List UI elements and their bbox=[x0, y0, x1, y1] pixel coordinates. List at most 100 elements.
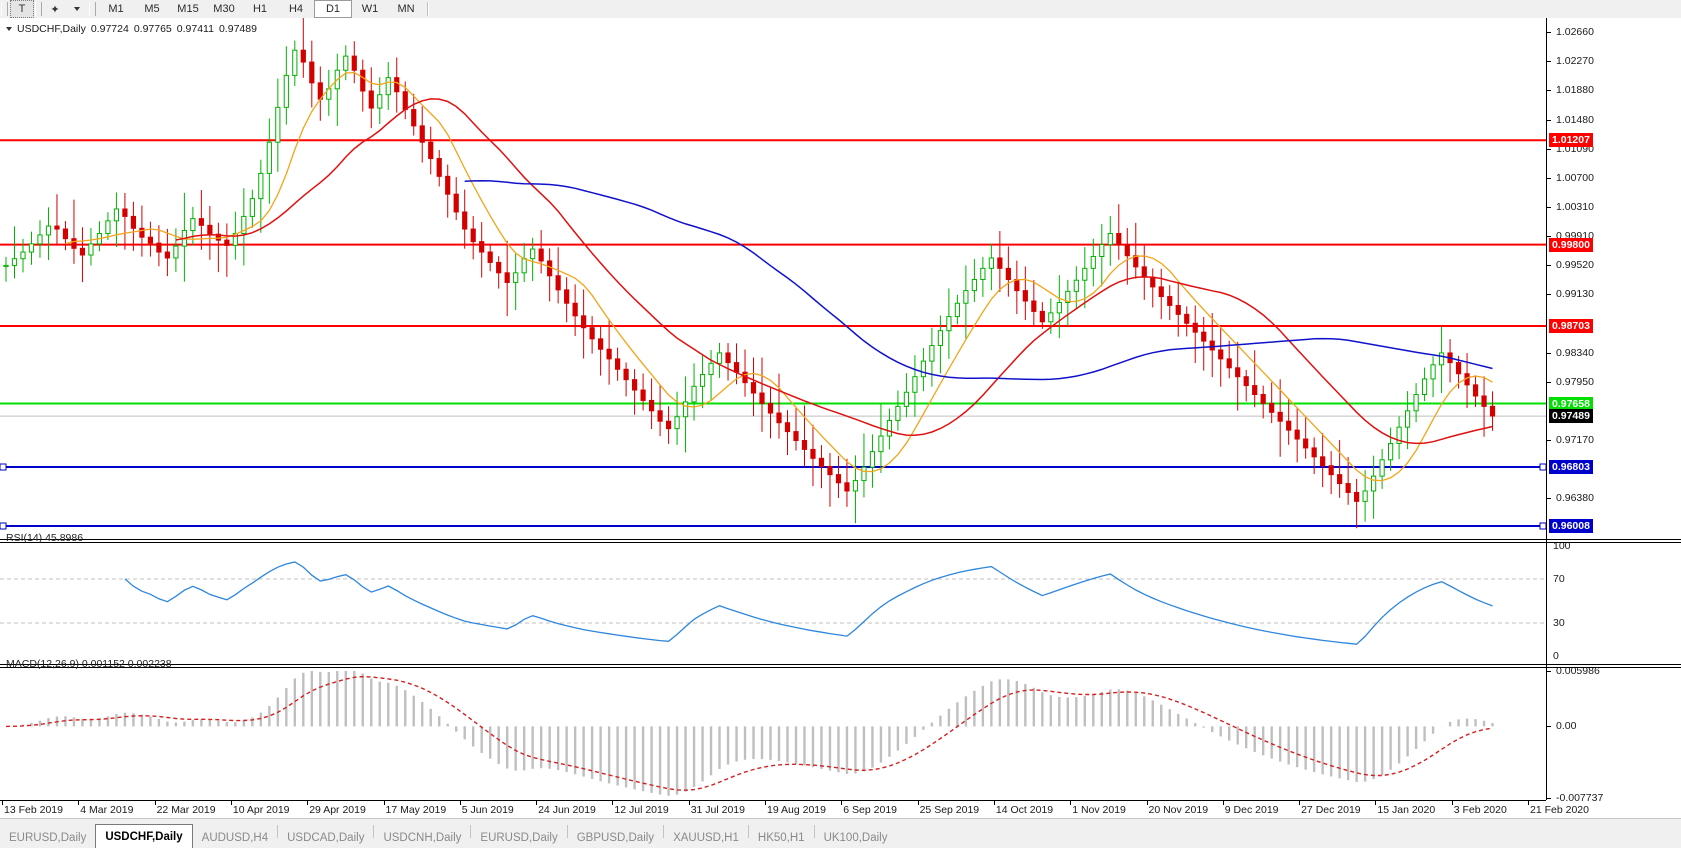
timeframe-h4[interactable]: H4 bbox=[288, 3, 304, 15]
price-tick bbox=[1547, 236, 1551, 238]
price-tick-label: 1.02270 bbox=[1556, 55, 1594, 68]
candle-body bbox=[1201, 331, 1207, 342]
candle-body bbox=[1005, 267, 1011, 280]
level-handle[interactable] bbox=[0, 522, 7, 530]
toolbar-grip-2[interactable] bbox=[35, 2, 42, 16]
macd-title: MACD(12,26,9) 0.001152 0.002238 bbox=[6, 658, 172, 670]
date-tick-label: 20 Nov 2019 bbox=[1148, 804, 1209, 816]
date-tick-label: 31 Jul 2019 bbox=[690, 804, 745, 816]
date-tick bbox=[1528, 801, 1529, 805]
price-level-tag-support[interactable]: 0.96008 bbox=[1549, 518, 1593, 533]
level-handle[interactable] bbox=[0, 463, 7, 471]
chart-tab-xauusd-h1[interactable]: XAUUSD,H1 bbox=[673, 831, 739, 844]
candle-body bbox=[1031, 300, 1037, 312]
candle-body bbox=[190, 218, 196, 232]
chart-tab-audusd-h4[interactable]: AUDUSD,H4 bbox=[201, 831, 269, 844]
chart-tab-usdcnh-daily[interactable]: USDCNH,Daily bbox=[383, 831, 462, 844]
candle-body bbox=[818, 457, 825, 467]
candle-body bbox=[810, 448, 816, 459]
candle-body bbox=[1099, 244, 1105, 257]
candle-body bbox=[1277, 411, 1283, 422]
indicators-tool-icon[interactable]: ✦ bbox=[50, 3, 60, 16]
candle-body bbox=[725, 352, 731, 364]
candle-body bbox=[759, 392, 765, 404]
toolbar-separator bbox=[427, 2, 429, 16]
date-tick bbox=[765, 801, 766, 805]
candle-body bbox=[886, 419, 893, 437]
candle-body bbox=[1209, 340, 1215, 351]
chart-tab-bar[interactable]: EURUSD,Daily USDCHF,Daily AUDUSD,H4 USDCAD,… bbox=[0, 818, 1681, 848]
candle-body bbox=[767, 402, 774, 414]
candle-body bbox=[309, 61, 315, 84]
candle-body bbox=[1141, 266, 1147, 278]
timeframe-d1[interactable]: D1 bbox=[314, 0, 352, 18]
candle-body bbox=[436, 158, 442, 177]
candle-body bbox=[453, 193, 459, 213]
chevron-down-icon[interactable] bbox=[66, 1, 88, 17]
candle-body bbox=[1056, 301, 1062, 314]
rsi-tick-label: 0 bbox=[1553, 650, 1559, 662]
candle-body bbox=[784, 422, 791, 433]
chart-menu-chevron-icon[interactable] bbox=[6, 27, 12, 31]
timeframe-h1[interactable]: H1 bbox=[252, 3, 268, 15]
candle-body bbox=[530, 248, 536, 260]
chart-tab-eurusd-daily[interactable]: EURUSD,Daily bbox=[480, 831, 558, 844]
candle-body bbox=[45, 225, 52, 236]
toolbar-grip[interactable] bbox=[1, 2, 8, 16]
level-handle[interactable] bbox=[1539, 522, 1546, 530]
candle-body bbox=[113, 208, 120, 222]
price-level-tag-support[interactable]: 0.97658 bbox=[1549, 396, 1593, 411]
toolbar-grip-3[interactable] bbox=[89, 2, 96, 16]
candle-body bbox=[1260, 393, 1266, 404]
timeframe-w1[interactable]: W1 bbox=[361, 3, 379, 15]
date-scale[interactable]: 13 Feb 2019 4 Mar 2019 22 Mar 2019 10 Apr 2… bbox=[0, 800, 1589, 819]
tab-separator bbox=[470, 825, 472, 838]
candle-body bbox=[37, 234, 43, 245]
candle-body bbox=[538, 248, 544, 262]
price-level-tag-resistance[interactable]: 0.99800 bbox=[1549, 237, 1593, 252]
price-scale[interactable]: 1.02660 1.02270 1.01880 1.01480 1.01090 1.007… bbox=[1546, 18, 1681, 804]
timeframe-m1[interactable]: M1 bbox=[108, 3, 124, 15]
price-tick bbox=[1547, 294, 1551, 296]
candle-body bbox=[1362, 490, 1368, 502]
date-tick-label: 6 Sep 2019 bbox=[843, 804, 898, 816]
candle-body bbox=[1404, 410, 1411, 428]
tab-separator bbox=[747, 825, 749, 838]
chart-window[interactable]: USDCHF,Daily 0.97724 0.97765 0.97411 0.9… bbox=[0, 18, 1681, 819]
price-tick-label: 1.02660 bbox=[1556, 26, 1594, 39]
crosshair-text-tool-icon[interactable]: T bbox=[10, 0, 34, 18]
candle-body bbox=[1226, 358, 1232, 369]
price-level-tag-last-price[interactable]: 0.97489 bbox=[1549, 409, 1593, 424]
candle-body bbox=[292, 49, 298, 76]
date-tick bbox=[917, 801, 919, 805]
chart-tab-eurusd-daily[interactable]: EURUSD,Daily bbox=[9, 831, 87, 844]
price-level-tag-support[interactable]: 0.96803 bbox=[1549, 459, 1593, 474]
chart-tab-uk100-daily[interactable]: UK100,Daily bbox=[823, 831, 888, 844]
chart-tab-gbpusd-daily[interactable]: GBPUSD,Daily bbox=[576, 831, 655, 844]
candle-body bbox=[623, 368, 629, 381]
rsi-panel-separator bbox=[0, 539, 1681, 540]
level-handle[interactable] bbox=[1539, 463, 1546, 471]
timeframe-m5[interactable]: M5 bbox=[144, 3, 160, 15]
timeframe-m30[interactable]: M30 bbox=[213, 3, 235, 15]
chart-tab-hk50-h1[interactable]: HK50,H1 bbox=[757, 831, 805, 844]
rsi-line bbox=[124, 561, 1493, 645]
price-tick bbox=[1547, 148, 1551, 150]
price-level-tag-resistance[interactable]: 0.98703 bbox=[1549, 319, 1593, 333]
chart-tab-usdchf-daily[interactable]: USDCHF,Daily bbox=[95, 824, 193, 848]
candle-body bbox=[1303, 438, 1309, 449]
chart-tab-usdcad-daily[interactable]: USDCAD,Daily bbox=[287, 831, 365, 844]
price-plot-area[interactable] bbox=[0, 18, 1546, 800]
timeframe-mn[interactable]: MN bbox=[397, 3, 415, 15]
date-tick-label: 12 Jul 2019 bbox=[614, 804, 669, 816]
candle-body bbox=[895, 405, 901, 421]
rsi-title: RSI(14) 45.8986 bbox=[6, 532, 84, 544]
price-level-tag-resistance[interactable]: 1.01207 bbox=[1549, 133, 1593, 148]
price-tick bbox=[1547, 352, 1551, 354]
candle-body bbox=[130, 215, 137, 229]
candle-body bbox=[929, 345, 935, 362]
date-tick bbox=[78, 801, 80, 805]
date-tick bbox=[993, 801, 995, 805]
tab-separator bbox=[373, 825, 375, 838]
timeframe-m15[interactable]: M15 bbox=[177, 3, 199, 15]
